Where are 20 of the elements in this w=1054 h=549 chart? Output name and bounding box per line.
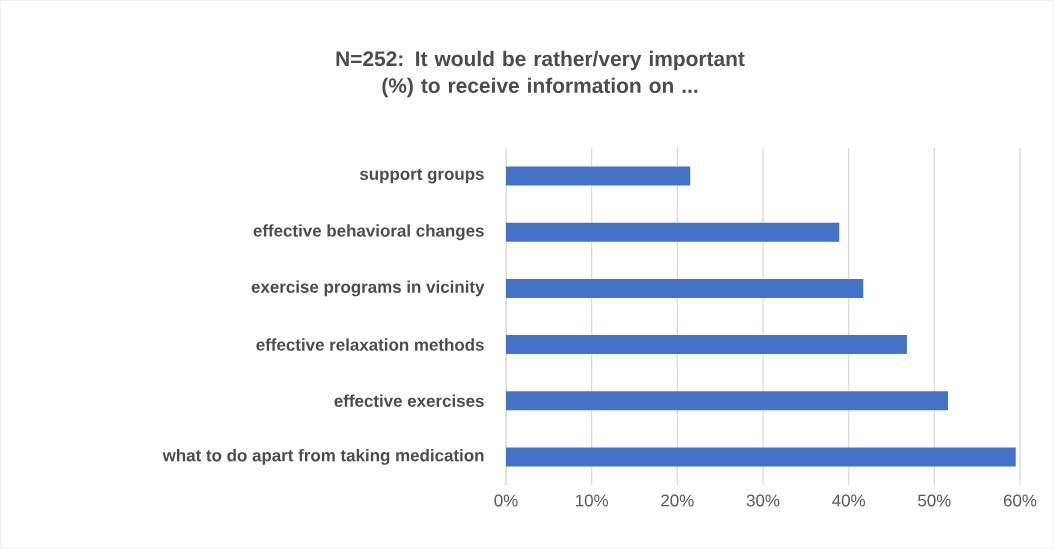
y-tick-label: effective relaxation methods (256, 338, 484, 351)
y-tick-label: exercise programs in vicinity (251, 280, 485, 297)
bar (506, 222, 840, 242)
x-tick-label: 30% (746, 494, 780, 507)
x-tick-label: 0% (494, 494, 518, 507)
bar (506, 447, 1016, 467)
bar (506, 278, 864, 298)
y-tick-label: support groups (359, 168, 484, 184)
bar (506, 335, 907, 355)
y-tick-label: what to do apart from taking medication (162, 448, 484, 465)
x-tick-label: 60% (1003, 494, 1037, 507)
x-tick-label: 50% (918, 494, 951, 507)
x-tick-label: 10% (576, 494, 609, 507)
y-tick-label: effective behavioral changes (253, 224, 484, 241)
chart-title: N=252: It would be rather/very important (%) to receive information on ... (336, 50, 745, 98)
bar (506, 391, 949, 411)
x-tick-label: 20% (661, 494, 694, 507)
x-tick-label: 40% (832, 494, 866, 507)
y-tick-label: effective exercises (334, 394, 484, 407)
bar (506, 166, 691, 186)
